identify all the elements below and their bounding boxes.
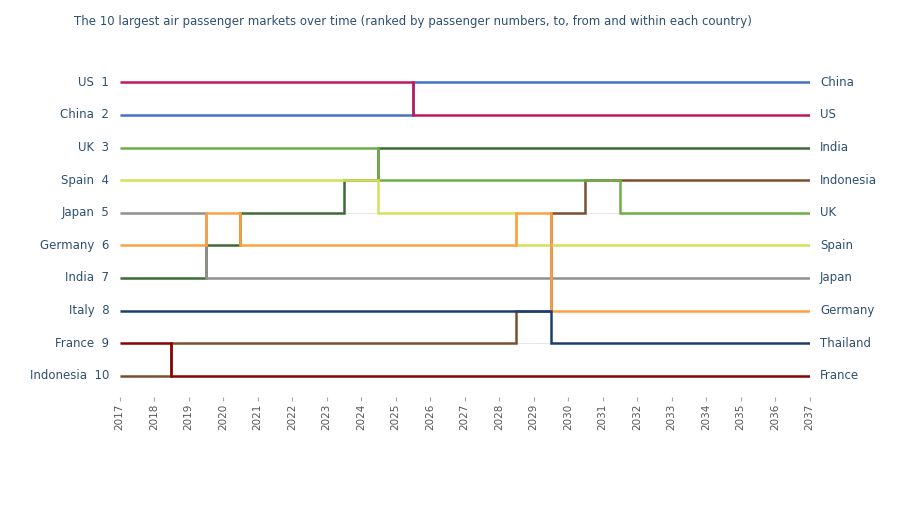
- Text: China  2: China 2: [61, 108, 109, 121]
- Text: Japan: Japan: [819, 271, 852, 285]
- Text: India: India: [819, 141, 848, 154]
- Text: India  7: India 7: [65, 271, 109, 285]
- Text: Japan  5: Japan 5: [62, 206, 109, 219]
- Text: France  9: France 9: [55, 337, 109, 350]
- Text: The 10 largest air passenger markets over time (ranked by passenger numbers, to,: The 10 largest air passenger markets ove…: [74, 15, 751, 29]
- Text: China: China: [819, 76, 853, 89]
- Text: UK: UK: [819, 206, 835, 219]
- Text: UK  3: UK 3: [78, 141, 109, 154]
- Text: US: US: [819, 108, 835, 121]
- Text: Spain  4: Spain 4: [62, 174, 109, 187]
- Text: Indonesia: Indonesia: [819, 174, 876, 187]
- Text: Germany  6: Germany 6: [40, 239, 109, 252]
- Text: Indonesia  10: Indonesia 10: [29, 370, 109, 382]
- Text: Thailand: Thailand: [819, 337, 870, 350]
- Text: US  1: US 1: [78, 76, 109, 89]
- Text: Germany: Germany: [819, 304, 873, 317]
- Text: France: France: [819, 370, 858, 382]
- Text: Italy  8: Italy 8: [69, 304, 109, 317]
- Text: Spain: Spain: [819, 239, 852, 252]
